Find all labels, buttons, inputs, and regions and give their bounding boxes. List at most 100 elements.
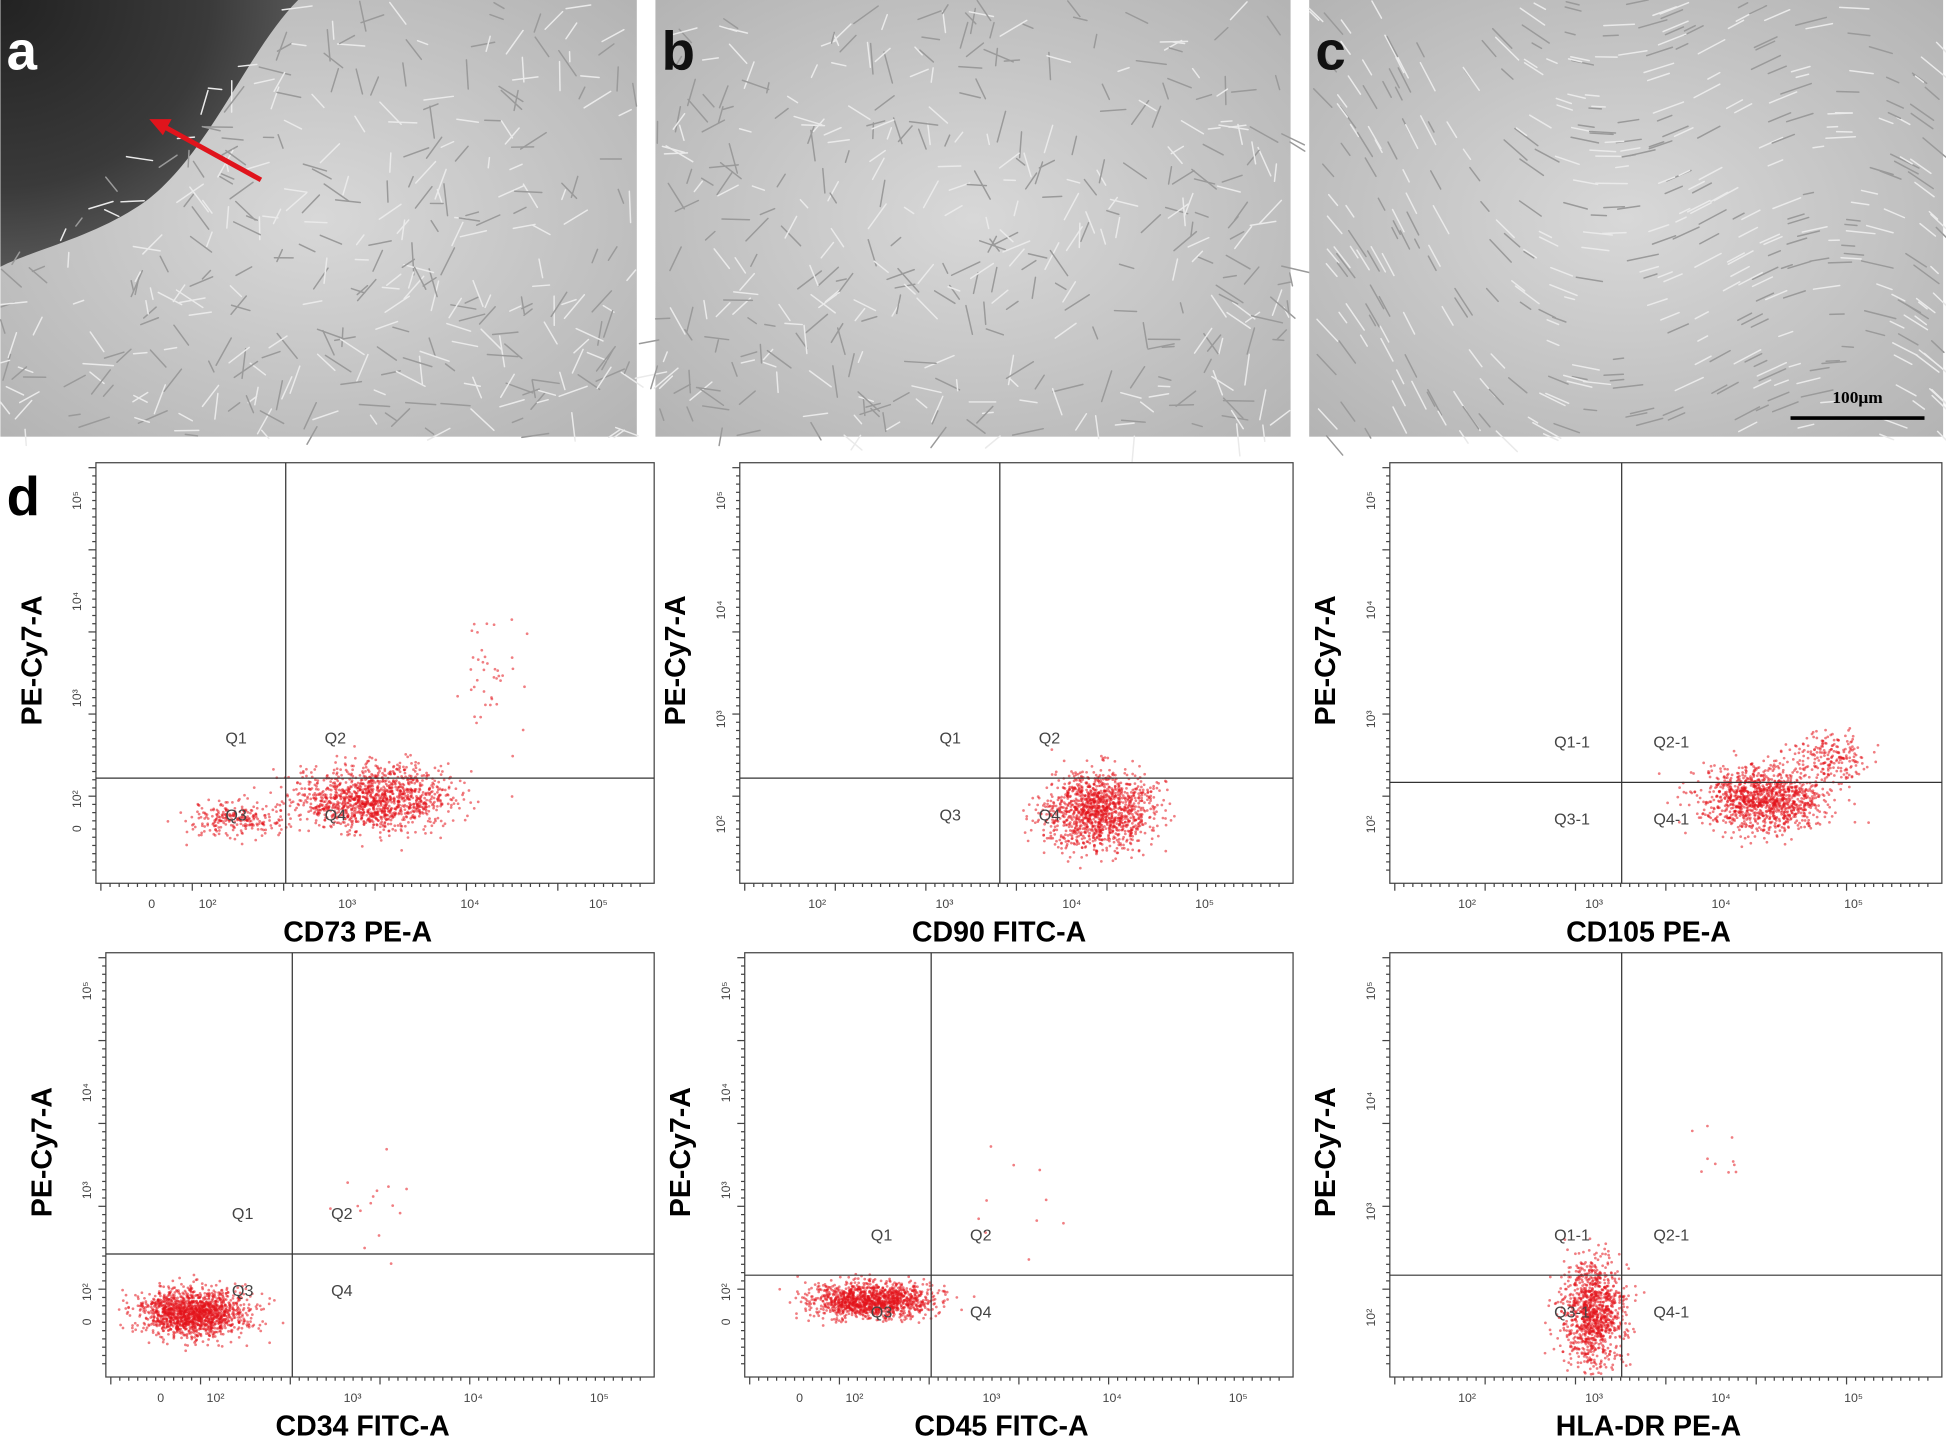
event-dot (493, 676, 496, 679)
event-dot (315, 819, 318, 822)
event-dot (1134, 799, 1137, 802)
event-dot (1080, 775, 1083, 778)
event-dot (1149, 786, 1152, 789)
event-dot (418, 815, 421, 818)
event-dot (1038, 797, 1041, 800)
event-dot (1111, 794, 1114, 797)
event-dot (1064, 803, 1067, 806)
event-dot (1751, 831, 1754, 834)
event-dot (370, 788, 373, 791)
event-dot (404, 753, 407, 756)
event-dot (1094, 779, 1097, 782)
event-dot (1131, 813, 1134, 816)
cell (1842, 245, 1855, 246)
event-dot (1140, 813, 1143, 816)
event-dot (377, 772, 380, 775)
event-dot (1098, 792, 1101, 795)
event-dot (357, 806, 360, 809)
event-dot (384, 817, 387, 820)
event-dot (1130, 791, 1133, 794)
event-dot (1062, 812, 1065, 815)
event-dot (441, 802, 444, 805)
event-dot (1853, 803, 1856, 806)
cell (1604, 207, 1624, 208)
event-dot (399, 822, 402, 825)
event-dot (1140, 819, 1143, 822)
event-dot (1106, 806, 1109, 809)
event-dot (1152, 785, 1155, 788)
event-dot (1093, 800, 1096, 803)
event-dot (1132, 825, 1135, 828)
event-dot (396, 806, 399, 809)
event-dot (407, 821, 410, 824)
event-dot (1098, 829, 1101, 832)
event-dot (476, 631, 479, 634)
event-dot (367, 781, 370, 784)
event-dot (212, 833, 215, 836)
event-dot (263, 824, 266, 827)
event-dot (345, 781, 348, 784)
event-dot (1164, 809, 1167, 812)
event-dot (440, 765, 443, 768)
event-dot (1099, 838, 1102, 841)
event-dot (1072, 813, 1075, 816)
x-tick-label: 10⁵ (1195, 897, 1214, 911)
event-dot (440, 820, 443, 823)
y-tick-label: 10⁴ (714, 600, 728, 619)
event-dot (1827, 803, 1830, 806)
event-dot (422, 807, 425, 810)
event-dot (1124, 800, 1127, 803)
event-dot (1102, 828, 1105, 831)
event-dot (359, 789, 362, 792)
event-dot (194, 826, 197, 829)
event-dot (314, 778, 317, 781)
event-dot (1117, 817, 1120, 820)
event-dot (393, 800, 396, 803)
event-dot (1101, 832, 1104, 835)
event-dot (290, 825, 293, 828)
event-dot (369, 795, 372, 798)
event-dot (432, 783, 435, 786)
event-dot (1137, 839, 1140, 842)
event-dot (1102, 782, 1105, 785)
event-dot (289, 798, 292, 801)
event-dot (241, 832, 244, 835)
event-dot (1089, 821, 1092, 824)
event-dot (526, 632, 529, 635)
event-dot (1050, 793, 1053, 796)
event-dot (1153, 817, 1156, 820)
event-dot (1103, 789, 1106, 792)
event-dot (1085, 789, 1088, 792)
event-dot (369, 782, 372, 785)
event-dot (388, 761, 391, 764)
event-dot (190, 816, 193, 819)
event-dot (1080, 824, 1083, 827)
event-dot (400, 813, 403, 816)
event-dot (1142, 789, 1145, 792)
event-dot (444, 822, 447, 825)
event-dot (298, 799, 301, 802)
event-dot (376, 802, 379, 805)
event-dot (268, 819, 271, 822)
event-dot (1154, 813, 1157, 816)
event-dot (1066, 824, 1069, 827)
event-dot (404, 808, 407, 811)
event-dot (340, 774, 343, 777)
cell (1605, 141, 1623, 142)
event-dot (353, 790, 356, 793)
event-dot (427, 810, 430, 813)
event-dot (1110, 816, 1113, 819)
event-dot (394, 786, 397, 789)
event-dot (1156, 825, 1159, 828)
event-dot (458, 807, 461, 810)
plot-frame (740, 463, 1293, 884)
event-dot (416, 804, 419, 807)
event-dot (379, 836, 382, 839)
event-dot (1060, 796, 1063, 799)
event-dot (352, 765, 355, 768)
event-dot (391, 786, 394, 789)
event-dot (410, 762, 413, 765)
event-dot (404, 768, 407, 771)
event-dot (1077, 842, 1080, 845)
event-dot (425, 775, 428, 778)
